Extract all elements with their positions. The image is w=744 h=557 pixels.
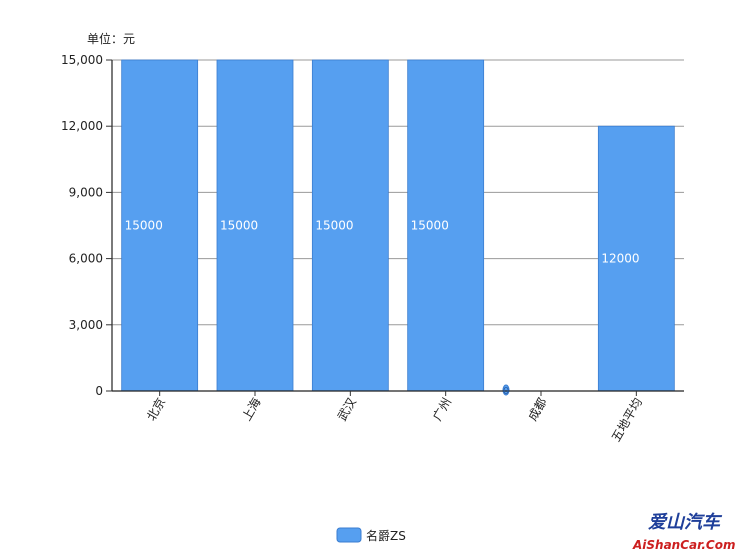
legend-swatch xyxy=(336,527,362,543)
y-tick-label: 3,000 xyxy=(69,318,103,332)
y-tick-label: 15,000 xyxy=(61,53,103,67)
legend: 名爵ZS xyxy=(336,527,406,543)
unit-label: 单位：元 xyxy=(87,31,135,46)
x-tick-label: 成都 xyxy=(525,396,549,424)
x-tick-label: 五地平均 xyxy=(609,396,645,445)
grid-lines xyxy=(112,59,684,326)
x-tick-label: 北京 xyxy=(144,396,168,424)
y-tick-label: 6,000 xyxy=(69,252,103,266)
data-label: 15000 xyxy=(220,219,258,233)
y-tick-label: 0 xyxy=(95,384,103,398)
bar xyxy=(121,59,199,392)
bar xyxy=(597,125,675,392)
data-labels: 15000 15000 15000 15000 0 12000 xyxy=(125,219,640,398)
x-tick-label: 广州 xyxy=(430,396,454,424)
x-axis-ticks: 北京 上海 武汉 广州 成都 五地平均 xyxy=(144,391,645,444)
data-label: 15000 xyxy=(125,219,163,233)
x-tick-label: 武汉 xyxy=(335,396,359,424)
data-label: 15000 xyxy=(315,219,353,233)
bar xyxy=(216,59,294,392)
bar xyxy=(502,384,510,396)
axes xyxy=(111,60,684,392)
y-tick-label: 9,000 xyxy=(69,185,103,199)
watermark-en: AiShanCar.Com xyxy=(632,538,735,552)
data-label: 0 xyxy=(503,386,509,397)
watermark-cn: 爱山汽车 xyxy=(648,512,723,533)
bars xyxy=(121,59,675,396)
watermark-logo: 爱山汽车 AiShanCar.Com xyxy=(632,512,735,552)
bar xyxy=(311,59,389,392)
x-tick-label: 上海 xyxy=(239,395,264,423)
y-tick-label: 12,000 xyxy=(61,119,103,133)
bar xyxy=(407,59,485,392)
y-axis-ticks: 0 3,000 6,000 9,000 12,000 15,000 xyxy=(61,53,112,398)
legend-label: 名爵ZS xyxy=(366,528,406,543)
data-label: 15000 xyxy=(411,219,449,233)
data-label: 12000 xyxy=(601,252,639,266)
